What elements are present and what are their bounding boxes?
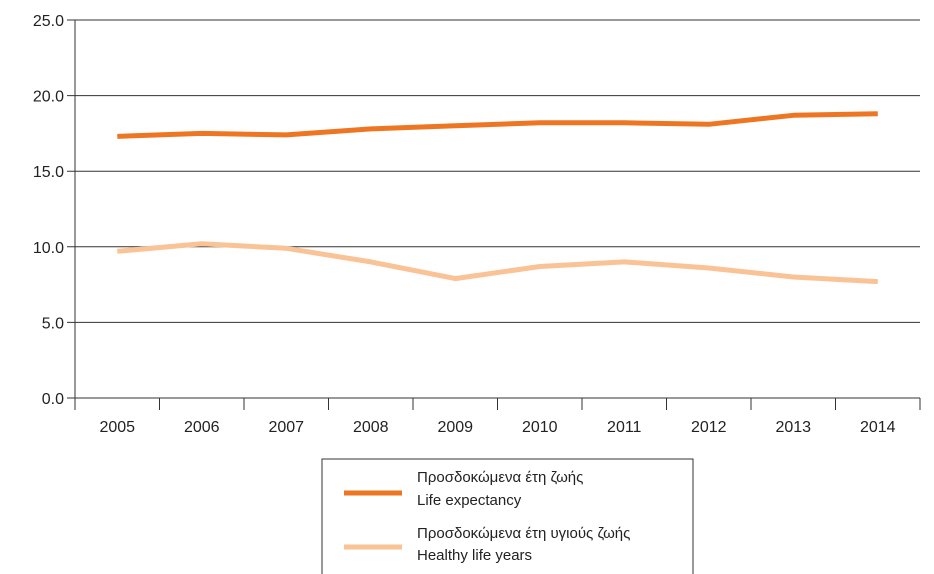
x-tick-label: 2006 — [184, 419, 220, 436]
x-tick-label: 2010 — [522, 419, 558, 436]
data-point — [368, 126, 373, 131]
series-line-1 — [117, 111, 878, 139]
axes: 0.0 5.0 10.0 15.0 20.0 25.0 2005 2006 2007 2008 20… — [33, 13, 921, 436]
y-tick-label: 25.0 — [33, 13, 64, 30]
data-point — [875, 111, 880, 116]
data-point — [622, 259, 627, 264]
x-tick-label: 2005 — [99, 419, 135, 436]
data-point — [199, 131, 204, 136]
data-point — [706, 265, 711, 270]
data-point — [115, 134, 120, 139]
x-tick-label: 2008 — [353, 419, 389, 436]
legend-box — [321, 458, 694, 574]
legend-label-greek: Προσδοκώμενα έτη ζωής — [417, 469, 583, 486]
y-tick-label: 5.0 — [42, 315, 64, 332]
data-point — [453, 276, 458, 281]
series-layer — [115, 111, 880, 285]
x-tick-label: 2013 — [775, 419, 811, 436]
legend: Προσδοκώμενα έτη ζωής Life expectancy Προσ… — [321, 458, 694, 574]
legend-label-english: Healthy life years — [417, 547, 532, 564]
data-point — [791, 275, 796, 280]
legend-label-greek: Προσδοκώμενα έτη υγιούς ζωής — [417, 525, 630, 542]
x-tick-label: 2007 — [268, 419, 304, 436]
x-tick-label: 2014 — [860, 419, 896, 436]
data-point — [453, 123, 458, 128]
data-point — [537, 120, 542, 125]
y-tick-label: 15.0 — [33, 164, 64, 181]
y-tick-label: 20.0 — [33, 89, 64, 106]
data-point — [791, 113, 796, 118]
x-tick-label: 2012 — [691, 419, 727, 436]
x-tick-label: 2009 — [437, 419, 473, 436]
y-tick-label: 0.0 — [42, 391, 64, 408]
data-point — [875, 279, 880, 284]
data-point — [706, 122, 711, 127]
data-point — [199, 241, 204, 246]
legend-label-english: Life expectancy — [417, 492, 522, 509]
data-point — [284, 246, 289, 251]
data-point — [115, 249, 120, 254]
data-point — [537, 264, 542, 269]
y-tick-label: 10.0 — [33, 240, 64, 257]
data-point — [368, 259, 373, 264]
grid — [67, 19, 920, 399]
data-point — [284, 132, 289, 137]
data-point — [622, 120, 627, 125]
series-line-2 — [117, 241, 878, 285]
x-tick-label: 2011 — [607, 419, 642, 436]
